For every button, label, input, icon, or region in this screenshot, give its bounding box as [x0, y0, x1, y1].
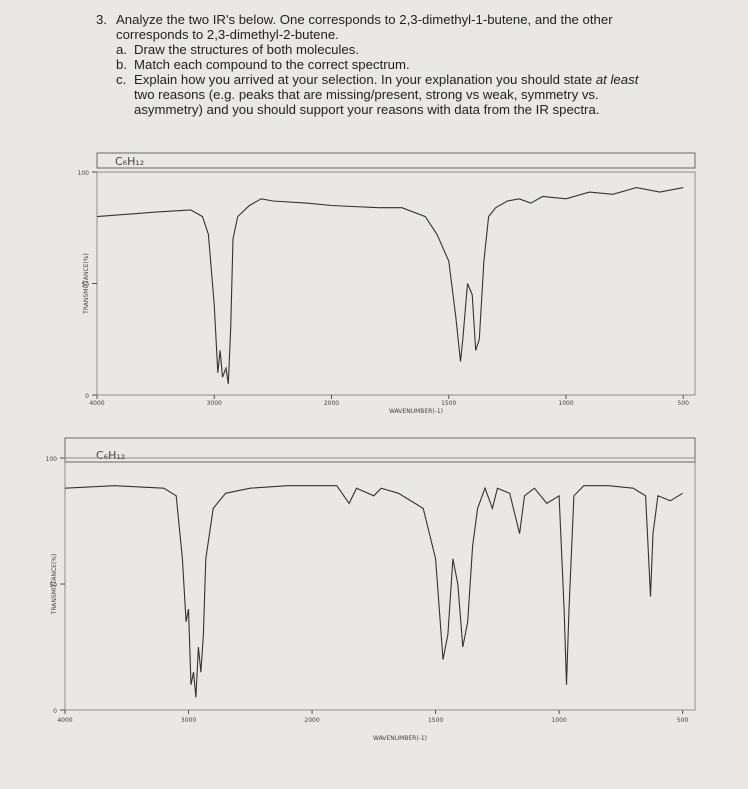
x-tick-label: 3000 — [207, 400, 222, 407]
part-label: a. — [116, 42, 127, 57]
title-bar — [64, 437, 696, 463]
x-tick-label: 500 — [678, 400, 690, 407]
question-number: 3. — [96, 12, 107, 27]
x-axis-label: WAVENUMBER(-1) — [373, 735, 427, 742]
title-bar — [96, 152, 696, 169]
plot-frame — [64, 457, 696, 711]
x-tick-label: 2000 — [304, 717, 319, 724]
part-label: b. — [116, 57, 127, 72]
x-tick-label: 4000 — [57, 717, 72, 724]
x-tick-label: 4000 — [89, 400, 104, 407]
question-part: c. Explain how you arrived at your select… — [116, 72, 641, 117]
part-text: Explain how you arrived at your selectio… — [134, 72, 596, 87]
y-tick-label: 100 — [46, 456, 58, 463]
question-parts: a. Draw the structures of both molecules.… — [116, 42, 641, 117]
y-tick-label: 100 — [78, 170, 90, 177]
y-tick-label: 50 — [49, 582, 57, 589]
chart-title: C₆H₁₂ — [96, 449, 125, 462]
y-axis-label: TRANSMITTANCE(%) — [83, 253, 90, 315]
question: 3. Analyze the two IR's below. One corre… — [96, 12, 641, 117]
x-tick-label: 1000 — [551, 717, 566, 724]
part-text: two reasons (e.g. peaks that are missing… — [134, 87, 600, 117]
question-body: Analyze the two IR's below. One correspo… — [116, 12, 641, 117]
x-tick-label: 3000 — [181, 717, 196, 724]
y-tick-label: 0 — [53, 708, 57, 715]
y-axis-label: TRANSMITTANCE(%) — [51, 554, 58, 616]
spectrum-line — [64, 485, 683, 698]
question-text: Analyze the two IR's below. One correspo… — [116, 12, 613, 42]
question-part: a. Draw the structures of both molecules. — [116, 42, 641, 57]
x-tick-label: 1500 — [441, 400, 456, 407]
part-text: Draw the structures of both molecules. — [134, 42, 360, 57]
plot-frame — [96, 171, 696, 396]
x-tick-label: 500 — [677, 717, 689, 724]
x-tick-label: 1000 — [558, 400, 573, 407]
y-tick-label: 0 — [85, 393, 89, 400]
chart-title: C₆H₁₂ — [115, 155, 144, 168]
y-tick-label: 50 — [81, 282, 89, 289]
spectrum-line — [96, 187, 684, 384]
x-tick-label: 1500 — [428, 717, 443, 724]
part-label: c. — [116, 72, 127, 87]
x-axis-label: WAVENUMBER(-1) — [389, 408, 443, 415]
question-part: b. Match each compound to the correct spe… — [116, 57, 641, 72]
part-text: Match each compound to the correct spect… — [134, 57, 410, 72]
part-text: at least — [595, 72, 639, 87]
x-tick-label: 2000 — [324, 400, 339, 407]
